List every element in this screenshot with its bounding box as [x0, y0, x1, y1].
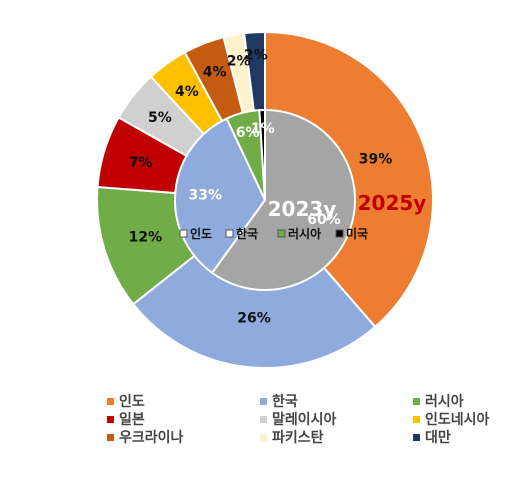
outer-ring-year-label: 2025y: [358, 191, 427, 215]
legend-swatch-0: [107, 398, 114, 405]
outer-slice-label-8: 2%: [244, 47, 268, 63]
legend-item-4: 말레이시아: [260, 411, 337, 428]
legend-swatch-8: [413, 434, 420, 441]
inner-legend-item-0: 인도: [179, 226, 212, 241]
inner-legend-label-2: 러시아: [288, 226, 321, 241]
inner-slice-3: [258, 108, 266, 201]
legend-swatch-4: [260, 416, 267, 423]
legend-item-7: 파키스탄: [260, 429, 324, 446]
legend-swatch-5: [413, 416, 420, 423]
legend-item-1: 한국: [260, 394, 298, 410]
outer-slice-label-2: 12%: [129, 229, 163, 245]
inner-slice-label-1: 33%: [189, 187, 223, 203]
legend-label-7: 파키스탄: [272, 429, 324, 446]
inner-slice-0: [210, 108, 356, 291]
legend-label-2: 러시아: [425, 393, 464, 410]
inner-legend-item-2: 러시아: [277, 226, 321, 241]
legend-item-0: 인도: [107, 393, 145, 410]
slice-labels: 39%26%12%7%5%4%4%2%2%60%33%6%1%2025y2023…: [129, 47, 427, 326]
legend-item-5: 인도네시아: [413, 411, 490, 428]
inner-legend-swatch-3: [335, 229, 344, 238]
inner-legend-item-1: 한국: [225, 226, 258, 241]
inner-slice-label-3: 1%: [251, 121, 275, 137]
legend-label-0: 인도: [119, 393, 145, 410]
outer-slice-label-6: 4%: [203, 65, 227, 81]
outer-slice-label-7: 2%: [227, 53, 251, 69]
inner-legend-item-3: 미국: [335, 226, 368, 241]
legend-swatch-2: [413, 398, 420, 405]
inner-ring-2023: [174, 108, 356, 291]
legend-label-6: 우크라이나: [119, 429, 184, 446]
inner-ring-year-label: 2023y: [268, 197, 337, 221]
legend-swatch-6: [107, 434, 114, 441]
legend-label-4: 말레이시아: [272, 411, 337, 428]
legend-swatch-3: [107, 416, 114, 423]
legend-swatch-1: [260, 398, 267, 405]
legend-item-3: 일본: [107, 412, 145, 428]
outer-slice-label-1: 26%: [237, 310, 271, 326]
inner-legend-swatch-1: [225, 229, 234, 238]
legend-item-8: 대만: [413, 430, 451, 446]
legend-swatch-7: [260, 434, 267, 441]
outer-slice-label-0: 39%: [359, 152, 393, 168]
legend-label-3: 일본: [119, 412, 145, 428]
inner-slice-1: [174, 117, 267, 275]
legend-label-1: 한국: [272, 394, 298, 410]
inner-slice-label-2: 6%: [236, 125, 260, 141]
inner-legend-swatch-0: [179, 229, 188, 238]
inner-legend-label-1: 한국: [236, 226, 258, 241]
legend-item-6: 우크라이나: [107, 429, 184, 446]
inner-legend-label-3: 미국: [346, 226, 368, 241]
legend-item-2: 러시아: [413, 393, 464, 410]
inner-legend-swatch-2: [277, 229, 286, 238]
outer-slice-label-5: 4%: [175, 84, 199, 100]
inner-legend-label-0: 인도: [190, 226, 212, 241]
legend-label-5: 인도네시아: [425, 411, 490, 428]
legend-label-8: 대만: [425, 430, 451, 446]
outer-slice-label-3: 7%: [129, 155, 153, 171]
outer-slice-label-4: 5%: [148, 110, 172, 126]
inner-legend: 인도 한국 러시아 미국: [179, 226, 368, 241]
inner-slice-label-0: 60%: [307, 212, 341, 228]
